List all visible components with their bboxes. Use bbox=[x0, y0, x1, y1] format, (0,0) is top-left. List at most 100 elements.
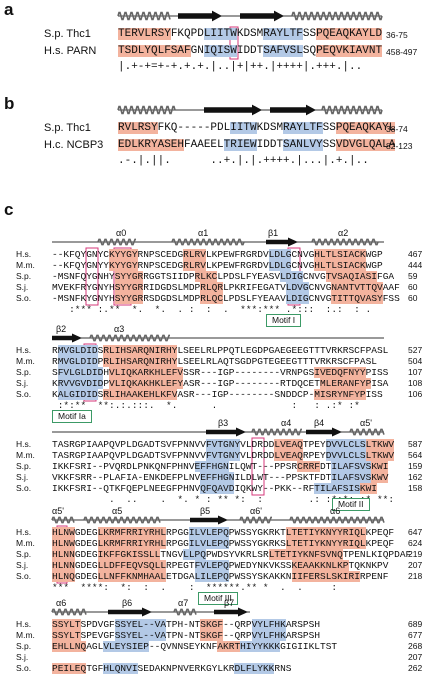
strand bbox=[270, 104, 316, 116]
residue-segment: IIFERSLSKIRI bbox=[291, 571, 360, 582]
element-label: α4 bbox=[281, 418, 292, 428]
species-name: H.s. bbox=[16, 439, 32, 449]
residue-segment: SKGF bbox=[200, 619, 224, 630]
residue-segment: LDIG bbox=[285, 293, 309, 304]
residue-segment: K bbox=[52, 389, 58, 400]
residue-segment: R bbox=[52, 356, 58, 367]
residue-segment: GDEG bbox=[74, 571, 98, 582]
residue-segment: EHLLNQ bbox=[52, 641, 87, 652]
helix bbox=[171, 238, 245, 246]
residue-segment: TVSAQIASI bbox=[325, 271, 378, 282]
residue-segment: S bbox=[97, 345, 104, 356]
species-name: H.s. bbox=[16, 527, 32, 537]
residue-segment: TPH-NT bbox=[166, 619, 201, 630]
residue-segment: LTKWV bbox=[365, 450, 395, 461]
residue-segment: FAAEEL bbox=[184, 139, 224, 151]
residue-segment: LPDSLFYEAAV bbox=[223, 293, 286, 304]
highlight-box bbox=[85, 247, 99, 306]
species-name: S.p. bbox=[16, 367, 32, 377]
helix bbox=[251, 428, 302, 436]
residue-segment: LVEAQ bbox=[274, 439, 303, 450]
residue-segment: RLRV bbox=[183, 249, 206, 260]
residue-segment: SEDAKNPNVERKGYLKR bbox=[137, 663, 235, 674]
residue-range: 444 bbox=[408, 260, 423, 270]
residue-segment: ETDGA bbox=[166, 571, 195, 582]
residue-segment: GDEG bbox=[74, 560, 98, 571]
residue-range: 159 bbox=[408, 461, 423, 471]
sequence: PEILEQTGFHLQNVISEDAKNPNVERKGYLKRDLFLYKKR… bbox=[52, 663, 292, 674]
residue-segment: MVEKFRYGNYH bbox=[52, 282, 115, 293]
species-name: H.s. bbox=[16, 619, 32, 629]
residue-segment: HLQNVI bbox=[103, 663, 138, 674]
residue-segment: MLERANFYP bbox=[319, 378, 372, 389]
motif-label: Motif Ia bbox=[52, 410, 92, 423]
strand bbox=[204, 104, 262, 116]
residue-segment: WGP bbox=[365, 260, 383, 271]
residue-segment: VLIQKARKHLEFV bbox=[109, 367, 184, 378]
residue-segment: LPKRIFEGATV bbox=[223, 282, 286, 293]
residue-segment: --QRP bbox=[223, 619, 252, 630]
residue-segment: LIITW bbox=[203, 28, 237, 40]
strand bbox=[240, 10, 284, 22]
species-name: H.s. bbox=[16, 345, 32, 355]
strand bbox=[190, 515, 228, 525]
species-name: M.m. bbox=[16, 450, 35, 460]
residue-segment: KWV bbox=[371, 472, 389, 483]
residue-segment: SKGF bbox=[200, 630, 224, 641]
consensus: .-.|.||. ..+.|.|.++++.|...|.+.|.. bbox=[118, 155, 369, 167]
residue-segment: VLDRDD bbox=[240, 450, 275, 461]
residue-range: 108 bbox=[408, 378, 423, 388]
sequence: RMVGLDIDPRLIHSARQNIRHYLSEELRLAQTSGDPGTEG… bbox=[52, 356, 377, 367]
motif-label: Motif II bbox=[332, 498, 370, 511]
consensus: |.+-+=+-+.+.+.|..|+|++.|++++|.+++.|.. bbox=[118, 61, 363, 73]
residue-segment: AAF bbox=[382, 282, 400, 293]
element-label: β6 bbox=[122, 598, 133, 608]
residue-segment: VDVGLQALA bbox=[335, 139, 396, 151]
residue-segment: HLNN bbox=[52, 560, 75, 571]
residue-segment: TPEY bbox=[302, 439, 326, 450]
residue-segment: P bbox=[97, 356, 104, 367]
residue-segment: IQISW bbox=[203, 45, 237, 57]
sequence: -MSNFQYGNHYSYYGRRGGTSIIDPRLKCLPDSLFYEASV… bbox=[52, 271, 394, 282]
strand bbox=[178, 10, 222, 22]
species-name: M.m. bbox=[16, 260, 35, 270]
helix bbox=[289, 516, 385, 524]
residue-segment: PWDSYVKRLSR bbox=[205, 549, 269, 560]
residue-range: 36-75 bbox=[386, 30, 408, 40]
sequence: VKKFSRR--PLAFIA-ENKDEFPLNVEFFHGNILDLWT--… bbox=[52, 472, 389, 483]
residue-range: 207 bbox=[408, 652, 423, 662]
residue-segment: LPDSLFYEASV bbox=[217, 271, 281, 282]
residue-segment: AKRT bbox=[217, 641, 241, 652]
residue-segment: DLFLYKK bbox=[234, 663, 275, 674]
residue-segment: TRIEW bbox=[223, 139, 257, 151]
residue-segment: DVVLCLS bbox=[325, 450, 366, 461]
residue-segment: ILQWT---PPSR bbox=[228, 461, 298, 472]
species-name: S.p. bbox=[16, 271, 32, 281]
residue-segment: RPENF bbox=[359, 571, 389, 582]
residue-segment: LKPEWFRGRDV bbox=[205, 249, 269, 260]
residue-segment: K bbox=[52, 378, 58, 389]
residue-segment: ILVLEPQ bbox=[188, 538, 229, 549]
helix bbox=[97, 238, 136, 246]
residue-segment: --QRP bbox=[223, 630, 252, 641]
residue-segment: GDEG bbox=[74, 527, 98, 538]
element-label: α6 bbox=[56, 598, 67, 608]
element-label: α0 bbox=[116, 228, 127, 238]
residue-segment: FSS bbox=[382, 293, 400, 304]
residue-segment: LTETIYKNYYRIQL bbox=[285, 527, 366, 538]
sequence: HLNWGDEGLKRMFRRIYRHLRPGGILVLEPQPWSSYGKRK… bbox=[52, 527, 394, 538]
residue-segment: IQKWY--PKK--RF bbox=[234, 483, 315, 494]
residue-segment: LKRMFRRIYRHL bbox=[97, 538, 167, 549]
residue-segment: IKFFGKISSLL bbox=[97, 549, 161, 560]
residue-segment: HIYYKKK bbox=[240, 641, 281, 652]
residue-segment: LDVG bbox=[285, 282, 309, 293]
residue-segment: ASR---IGP--------RTDQCET bbox=[183, 378, 320, 389]
sequence: IKKFSRI--PVQRDLPNKQNFPHNVEFFHGNILQWT---P… bbox=[52, 461, 389, 472]
residue-segment: VLEYSIEP bbox=[103, 641, 149, 652]
residue-segment: LTKWV bbox=[365, 439, 395, 450]
residue-segment: RNPSCEDG bbox=[137, 249, 184, 260]
element-label: β1 bbox=[268, 228, 279, 238]
residue-segment: KPEQF bbox=[365, 527, 395, 538]
strand bbox=[306, 427, 342, 437]
residue-segment: ASR---IGP--------SNDDCP- bbox=[177, 389, 315, 400]
